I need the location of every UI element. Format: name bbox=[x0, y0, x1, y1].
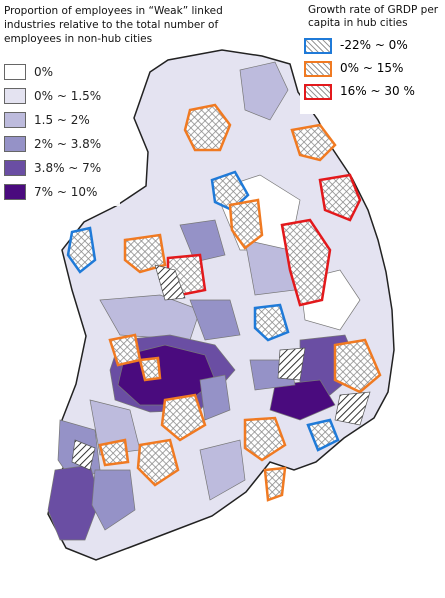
district bbox=[91, 469, 136, 531]
left-legend: 0% 0% ~ 1.5% 1.5 ~ 2% 2% ~ 3.8% 3.8% ~ 7% 7% … bbox=[0, 58, 120, 206]
legend-item: 0% ~ 15% bbox=[304, 57, 445, 80]
hub-city bbox=[318, 173, 362, 222]
hub-city bbox=[138, 356, 162, 382]
legend-swatch bbox=[4, 88, 26, 104]
left-legend-title: Proportion of employees in “Weak” linked… bbox=[4, 4, 236, 46]
hub-city bbox=[228, 198, 264, 250]
hub-city bbox=[183, 103, 232, 152]
hub-city bbox=[123, 233, 167, 274]
district bbox=[239, 61, 289, 121]
legend-label: 0% ~ 15% bbox=[340, 61, 404, 75]
legend-swatch bbox=[4, 64, 26, 80]
hub-city bbox=[243, 416, 287, 462]
legend-label: 1.5 ~ 2% bbox=[34, 113, 90, 127]
legend-item: -22% ~ 0% bbox=[304, 34, 445, 57]
legend-item: 3.8% ~ 7% bbox=[0, 156, 120, 180]
legend-swatch bbox=[304, 83, 332, 100]
legend-label: 2% ~ 3.8% bbox=[34, 137, 102, 151]
district bbox=[269, 379, 336, 421]
legend-item: 1.5 ~ 2% bbox=[0, 108, 120, 132]
district bbox=[189, 299, 241, 341]
no-data-area bbox=[154, 264, 186, 301]
legend-label: 16% ~ 30 % bbox=[340, 84, 415, 98]
hub-city bbox=[98, 438, 130, 467]
hub-city bbox=[66, 226, 97, 274]
legend-label: -22% ~ 0% bbox=[340, 38, 408, 52]
legend-label: 3.8% ~ 7% bbox=[34, 161, 102, 175]
legend-label: 0% bbox=[34, 65, 54, 79]
legend-label: 7% ~ 10% bbox=[34, 185, 98, 199]
hub-city bbox=[280, 218, 332, 307]
legend-swatch bbox=[4, 184, 26, 200]
right-legend-items: -22% ~ 0% 0% ~ 15% 16% ~ 30 % bbox=[300, 34, 445, 103]
no-data-area bbox=[334, 391, 371, 426]
legend-item: 0% ~ 1.5% bbox=[0, 84, 120, 108]
hub-city bbox=[333, 338, 382, 394]
district bbox=[179, 219, 226, 263]
hub-city bbox=[306, 418, 340, 452]
legend-label: 0% ~ 1.5% bbox=[34, 89, 102, 103]
hub-city bbox=[136, 438, 180, 487]
district bbox=[199, 374, 231, 421]
legend-swatch bbox=[4, 112, 26, 128]
district bbox=[99, 294, 201, 341]
hub-city bbox=[290, 123, 337, 162]
legend-item: 2% ~ 3.8% bbox=[0, 132, 120, 156]
no-data bbox=[71, 264, 371, 471]
legend-swatch bbox=[304, 37, 332, 54]
no-data-area bbox=[71, 439, 96, 471]
hub-city bbox=[263, 466, 287, 502]
right-legend-title: Growth rate of GRDP per capita in hub ci… bbox=[308, 4, 439, 29]
legend-item: 16% ~ 30 % bbox=[304, 80, 445, 103]
no-data-area bbox=[277, 347, 306, 381]
right-legend: Growth rate of GRDP per capita in hub ci… bbox=[300, 0, 445, 114]
legend-swatch bbox=[304, 60, 332, 77]
district bbox=[199, 439, 246, 501]
legend-item: 0% bbox=[0, 60, 120, 84]
hub-city bbox=[160, 393, 207, 442]
legend-item: 7% ~ 10% bbox=[0, 180, 120, 204]
hub-city bbox=[253, 303, 290, 342]
legend-swatch bbox=[4, 136, 26, 152]
legend-swatch bbox=[4, 160, 26, 176]
